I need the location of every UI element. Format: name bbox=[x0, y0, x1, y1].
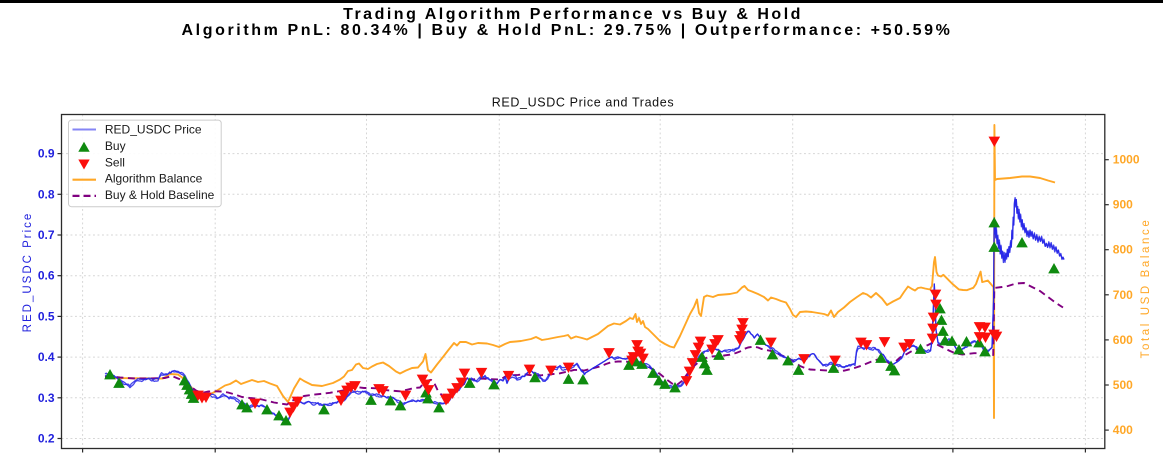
svg-text:400: 400 bbox=[1113, 423, 1133, 437]
svg-text:0.3: 0.3 bbox=[38, 391, 55, 405]
svg-text:900: 900 bbox=[1113, 198, 1133, 212]
svg-text:Buy & Hold Baseline: Buy & Hold Baseline bbox=[105, 188, 215, 202]
svg-text:600: 600 bbox=[1113, 333, 1133, 347]
svg-text:0.2: 0.2 bbox=[38, 432, 55, 446]
svg-text:Buy: Buy bbox=[105, 139, 126, 153]
svg-text:RED_USDC Price and Trades: RED_USDC Price and Trades bbox=[492, 96, 674, 110]
svg-text:700: 700 bbox=[1113, 288, 1133, 302]
svg-text:0.4: 0.4 bbox=[38, 350, 55, 364]
svg-text:Algorithm Balance: Algorithm Balance bbox=[105, 172, 203, 186]
svg-text:500: 500 bbox=[1113, 378, 1133, 392]
svg-text:800: 800 bbox=[1113, 243, 1133, 257]
svg-text:0.6: 0.6 bbox=[38, 269, 55, 283]
svg-text:0.5: 0.5 bbox=[38, 309, 55, 323]
svg-text:Total USD Balance: Total USD Balance bbox=[1140, 218, 1152, 359]
svg-text:Sell: Sell bbox=[105, 155, 125, 169]
svg-text:RED_USDC Price: RED_USDC Price bbox=[22, 212, 34, 333]
svg-text:0.9: 0.9 bbox=[38, 147, 55, 161]
svg-text:0.7: 0.7 bbox=[38, 228, 55, 242]
svg-text:RED_USDC Price: RED_USDC Price bbox=[105, 123, 202, 137]
svg-text:1000: 1000 bbox=[1113, 153, 1140, 167]
svg-text:0.8: 0.8 bbox=[38, 187, 55, 201]
